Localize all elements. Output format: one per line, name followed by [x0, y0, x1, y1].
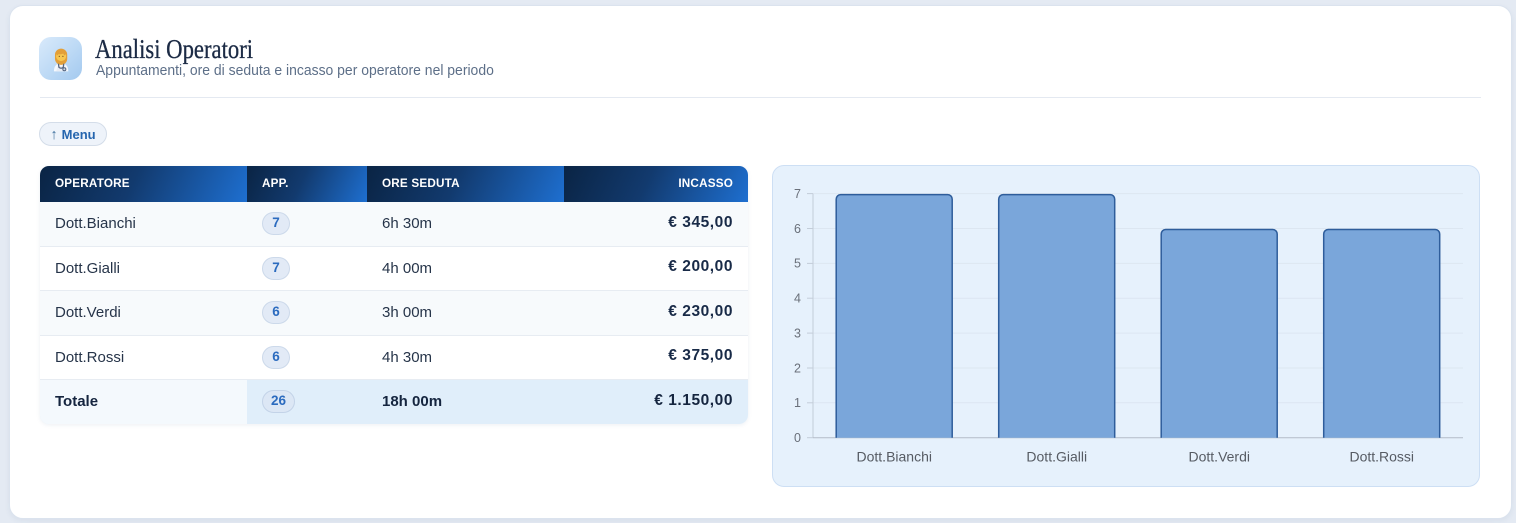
- svg-text:Dott.Rossi: Dott.Rossi: [1349, 449, 1414, 465]
- svg-text:6: 6: [794, 222, 801, 236]
- svg-text:0: 0: [794, 431, 801, 445]
- svg-text:4: 4: [794, 292, 801, 306]
- svg-text:Dott.Bianchi: Dott.Bianchi: [857, 449, 932, 465]
- svg-text:7: 7: [794, 187, 801, 201]
- svg-text:Dott.Gialli: Dott.Gialli: [1026, 449, 1087, 465]
- svg-text:1: 1: [794, 396, 801, 410]
- svg-text:Dott.Verdi: Dott.Verdi: [1189, 449, 1250, 465]
- svg-text:2: 2: [794, 361, 801, 375]
- svg-text:3: 3: [794, 327, 801, 341]
- svg-text:5: 5: [794, 257, 801, 271]
